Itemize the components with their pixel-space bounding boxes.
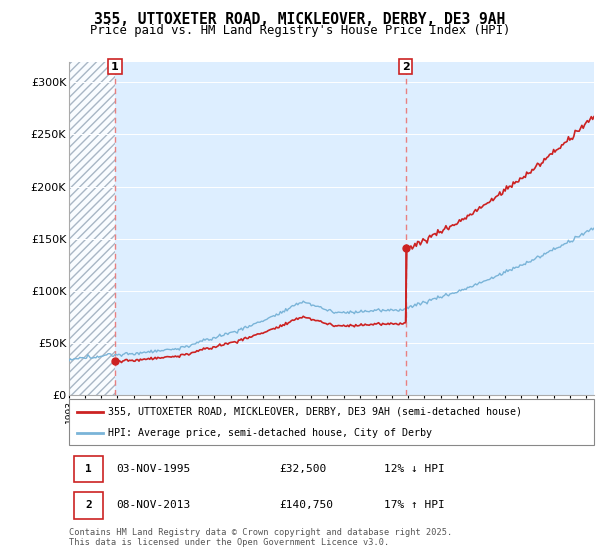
Text: 355, UTTOXETER ROAD, MICKLEOVER, DERBY, DE3 9AH: 355, UTTOXETER ROAD, MICKLEOVER, DERBY, … [94, 12, 506, 27]
FancyBboxPatch shape [69, 399, 594, 445]
FancyBboxPatch shape [74, 492, 103, 519]
Text: Contains HM Land Registry data © Crown copyright and database right 2025.
This d: Contains HM Land Registry data © Crown c… [69, 528, 452, 547]
Text: £32,500: £32,500 [279, 464, 326, 474]
Text: 17% ↑ HPI: 17% ↑ HPI [384, 501, 445, 510]
Bar [69, 62, 115, 395]
Text: Price paid vs. HM Land Registry's House Price Index (HPI): Price paid vs. HM Land Registry's House … [90, 24, 510, 37]
Text: HPI: Average price, semi-detached house, City of Derby: HPI: Average price, semi-detached house,… [109, 428, 433, 438]
Text: 1: 1 [111, 62, 119, 72]
Text: 1: 1 [85, 464, 92, 474]
Text: 2: 2 [402, 62, 410, 72]
Text: £140,750: £140,750 [279, 501, 333, 510]
FancyBboxPatch shape [74, 456, 103, 482]
Text: 08-NOV-2013: 08-NOV-2013 [116, 501, 191, 510]
Text: 2: 2 [85, 501, 92, 510]
Text: 355, UTTOXETER ROAD, MICKLEOVER, DERBY, DE3 9AH (semi-detached house): 355, UTTOXETER ROAD, MICKLEOVER, DERBY, … [109, 407, 523, 417]
Text: 12% ↓ HPI: 12% ↓ HPI [384, 464, 445, 474]
Text: 03-NOV-1995: 03-NOV-1995 [116, 464, 191, 474]
